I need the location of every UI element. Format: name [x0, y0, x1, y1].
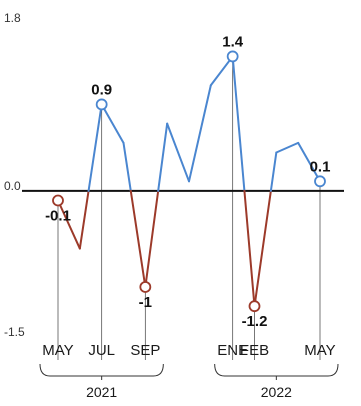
series-segment	[129, 189, 147, 288]
data-label: 0.1	[310, 158, 331, 175]
series-line	[57, 55, 321, 308]
series-segment	[144, 189, 160, 288]
series-segment	[297, 141, 321, 183]
series-segment	[231, 55, 246, 192]
x-tick-label: JUL	[88, 342, 115, 359]
data-label: 1.4	[222, 33, 244, 50]
y-tick-top: 1.8	[4, 11, 21, 25]
data-label: -1.2	[242, 313, 268, 330]
point-marker	[314, 175, 326, 188]
data-labels: -0.1 0.9 -1 1.4 -1.2 0.1	[45, 33, 330, 330]
year-bracket	[39, 363, 164, 377]
point-marker	[52, 194, 64, 207]
series-segment	[209, 55, 234, 87]
series-segment	[166, 122, 190, 183]
point-marker	[248, 300, 261, 313]
x-tick-label: SEP	[130, 342, 160, 359]
year-label: 2022	[261, 384, 292, 400]
y-axis-ticks: 1.8 0.0 -1.5	[4, 11, 25, 339]
data-label: -0.1	[45, 208, 71, 225]
series-segment	[157, 122, 169, 192]
series-segment	[269, 151, 278, 192]
series-segment	[188, 84, 212, 183]
point-marker	[95, 98, 108, 111]
x-tick-label: ENE	[217, 342, 248, 359]
point-marker	[139, 281, 152, 293]
x-tick-label: FEB	[240, 342, 269, 359]
series-segment	[243, 189, 256, 308]
guide-lines	[57, 56, 321, 360]
data-label: 0.9	[91, 81, 112, 98]
series-segment	[78, 189, 90, 250]
y-tick-bottom: -1.5	[4, 325, 25, 339]
series-segment	[57, 199, 81, 250]
year-groups: 2021 2022	[39, 363, 339, 400]
series-segment	[122, 141, 132, 192]
x-tick-label: MAY	[42, 342, 73, 359]
data-label: -1	[139, 294, 152, 311]
x-tick-label: MAY	[304, 342, 335, 359]
year-bracket	[214, 363, 339, 377]
year-label: 2021	[86, 384, 117, 400]
point-marker	[226, 50, 239, 63]
y-tick-zero: 0.0	[4, 179, 21, 193]
point-markers	[52, 50, 326, 313]
series-segment	[100, 103, 125, 144]
series-segment	[87, 103, 103, 192]
series-segment	[275, 141, 300, 154]
series-segment	[253, 189, 272, 308]
